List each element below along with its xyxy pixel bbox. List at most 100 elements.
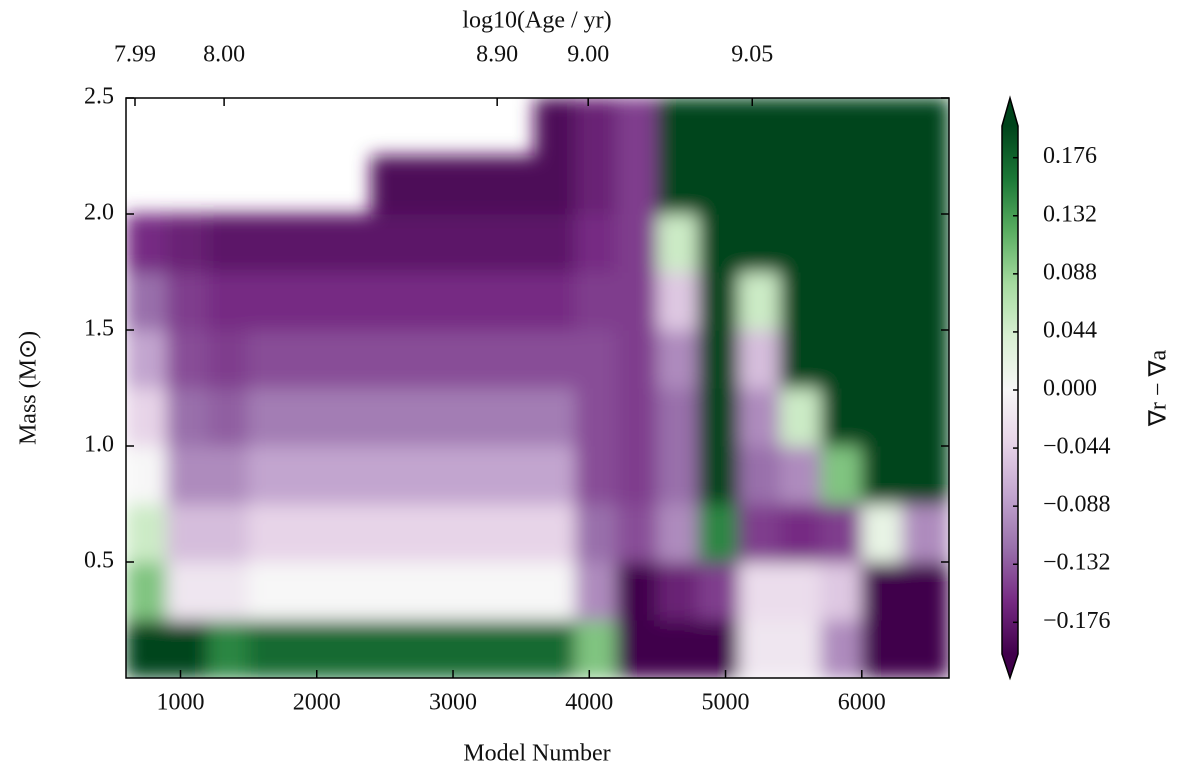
heat-cell [902, 619, 949, 678]
heat-cell [166, 271, 209, 331]
heat-cell [656, 98, 699, 157]
heat-cell [411, 561, 454, 621]
heat-cell [411, 213, 454, 273]
heat-cell [738, 271, 781, 331]
heat-cell [616, 503, 658, 563]
heat-cell [616, 561, 658, 621]
heatmap [126, 98, 949, 678]
heat-cell [493, 271, 536, 331]
heat-cell [248, 329, 291, 389]
heat-cell [207, 329, 250, 389]
heat-cell [779, 503, 822, 563]
heat-cell [370, 271, 413, 331]
heat-cell [656, 271, 699, 331]
heat-cell [126, 619, 168, 678]
heat-cell [166, 213, 209, 273]
heat-cell [902, 445, 949, 505]
heat-cell [902, 561, 949, 621]
heat-cell [902, 271, 949, 331]
y-axis-label: Mass (M⊙) [16, 331, 42, 445]
heat-cell [126, 561, 168, 621]
heat-cell [166, 503, 209, 563]
heat-cell [534, 503, 577, 563]
heat-cell [616, 213, 658, 273]
heat-cell [820, 213, 863, 273]
heat-cell [452, 329, 495, 389]
colorbar-gradient [1002, 126, 1018, 654]
heat-cell [411, 445, 454, 505]
heat-cell [329, 271, 372, 331]
colorbar-frame [1001, 95, 1019, 681]
heat-cell [616, 329, 658, 389]
colorbar-tick-label: 0.176 [1043, 143, 1097, 169]
heat-cell [697, 329, 740, 389]
x-tick-label: 4000 [565, 690, 613, 716]
heat-cell [411, 387, 454, 447]
heat-cell [738, 445, 781, 505]
heat-cell [289, 329, 331, 389]
heat-cell [697, 213, 740, 273]
heat-cell [820, 271, 863, 331]
heat-cell [248, 213, 291, 273]
heat-cell [902, 98, 949, 157]
heat-cell [820, 329, 863, 389]
heat-cell [738, 98, 781, 157]
colorbar-extend [1002, 98, 1018, 126]
heat-cell [534, 329, 577, 389]
heat-cell [697, 503, 740, 563]
heat-cell [452, 561, 495, 621]
heat-cell [166, 561, 209, 621]
heat-cell [902, 329, 949, 389]
heat-cell [534, 98, 577, 157]
heat-cell [656, 329, 699, 389]
heat-cell [861, 619, 904, 678]
heat-cell [370, 445, 413, 505]
heat-cell [861, 445, 904, 505]
heat-cell [902, 155, 949, 215]
heat-cell [697, 98, 740, 157]
heat-cell [738, 213, 781, 273]
heat-cell [697, 619, 740, 678]
heat-cell [207, 387, 250, 447]
heat-cell [616, 387, 658, 447]
heat-cell [779, 213, 822, 273]
heat-cell [656, 387, 699, 447]
heat-cell [493, 445, 536, 505]
y-tick-label: 1.0 [84, 432, 114, 458]
heat-cell [166, 619, 209, 678]
x-tick-label: 2000 [293, 690, 341, 716]
heat-cell [779, 619, 822, 678]
heat-cell [126, 213, 168, 273]
top-axis-label: log10(Age / yr) [462, 8, 611, 34]
heat-cell [779, 387, 822, 447]
heat-cell [575, 213, 618, 273]
heat-cell [738, 155, 781, 215]
x-axis-label: Model Number [463, 741, 610, 767]
y-tick-label: 2.0 [84, 200, 114, 226]
heat-cell [656, 619, 699, 678]
heat-cell [697, 155, 740, 215]
heat-cell [861, 155, 904, 215]
heat-cell [207, 271, 250, 331]
colorbar-tick-label: 0.000 [1043, 376, 1097, 402]
heat-cell [207, 445, 250, 505]
heat-cell [534, 619, 577, 678]
heat-cell [452, 155, 495, 215]
heat-cell [575, 619, 618, 678]
heat-cell [861, 329, 904, 389]
heat-cell [493, 619, 536, 678]
heat-cell [207, 213, 250, 273]
x-tick-label: 1000 [157, 690, 205, 716]
heat-cell [820, 155, 863, 215]
heat-cell [697, 445, 740, 505]
heat-cell [493, 387, 536, 447]
heat-cell [493, 561, 536, 621]
heat-cell [126, 329, 168, 389]
heat-cell [289, 561, 331, 621]
heat-cell [820, 445, 863, 505]
heat-cell [738, 561, 781, 621]
heat-cell [861, 98, 904, 157]
heat-cell [289, 445, 331, 505]
heat-cell [289, 213, 331, 273]
